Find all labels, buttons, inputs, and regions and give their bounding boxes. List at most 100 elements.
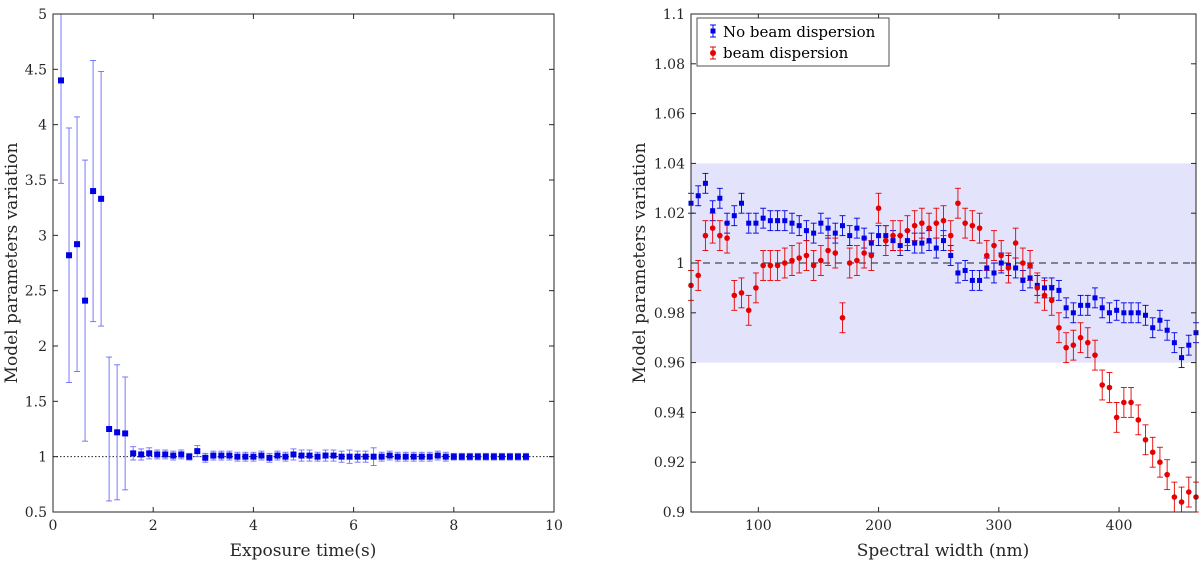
data-point-no-beam-dispersion — [1063, 305, 1069, 311]
data-point-beam-dispersion — [1020, 260, 1026, 266]
x-axis-label: Exposure time(s) — [230, 541, 377, 561]
data-point — [98, 195, 105, 202]
data-point-beam-dispersion — [745, 307, 752, 314]
data-point-no-beam-dispersion — [948, 253, 954, 259]
data-point-no-beam-dispersion — [1013, 265, 1019, 271]
data-point — [66, 252, 73, 259]
y-tick-label: 1.04 — [654, 156, 685, 172]
data-point-beam-dispersion — [882, 237, 889, 244]
data-point-beam-dispersion — [825, 247, 831, 254]
y-tick-label: 0.92 — [654, 455, 685, 471]
data-point — [82, 297, 89, 304]
data-point-no-beam-dispersion — [731, 213, 737, 219]
data-point-beam-dispersion — [962, 220, 968, 226]
data-point — [114, 429, 121, 436]
data-point-no-beam-dispersion — [753, 220, 759, 226]
data-point-no-beam-dispersion — [1042, 285, 1047, 291]
errbar-series-a — [58, 14, 65, 184]
data-point-no-beam-dispersion — [818, 220, 824, 226]
data-point-no-beam-dispersion — [1128, 310, 1134, 316]
exposure-time-chart: 0 2 4 6 8 10 0.5 1 1.5 2 2.5 3 3.5 4 4.5 5 Exposure ti… — [2, 7, 563, 561]
y-tick-label: 0.98 — [654, 306, 685, 322]
data-point-no-beam-dispersion — [702, 180, 708, 186]
data-point-beam-dispersion — [803, 252, 810, 259]
data-point-beam-dispersion — [1164, 471, 1170, 478]
data-point-no-beam-dispersion — [941, 238, 946, 244]
data-point — [394, 453, 401, 460]
data-point-beam-dispersion — [731, 292, 738, 299]
axes-box — [52, 13, 555, 513]
data-point-no-beam-dispersion — [717, 195, 723, 201]
data-point-beam-dispersion — [897, 232, 904, 239]
data-point — [466, 453, 473, 460]
y-tick-label: 1.1 — [663, 7, 685, 23]
data-point-beam-dispersion — [846, 260, 853, 266]
legend-label-beam-dispersion: beam dispersion — [723, 44, 849, 62]
data-point-beam-dispersion — [789, 257, 795, 264]
data-point-beam-dispersion — [861, 250, 867, 256]
data-point-beam-dispersion — [839, 314, 846, 321]
data-point-no-beam-dispersion — [868, 240, 874, 246]
data-point — [234, 453, 241, 460]
data-point-beam-dispersion — [1027, 262, 1033, 269]
data-point-no-beam-dispersion — [695, 193, 701, 199]
data-point-beam-dispersion — [955, 200, 961, 207]
data-point-beam-dispersion — [969, 222, 976, 229]
data-point-no-beam-dispersion — [1085, 302, 1091, 308]
data-point-beam-dispersion — [1106, 384, 1113, 391]
data-point-no-beam-dispersion — [775, 218, 781, 224]
data-point — [314, 453, 321, 460]
y-tick-label: 1.08 — [654, 57, 685, 73]
data-point-no-beam-dispersion — [710, 208, 716, 214]
data-point-no-beam-dispersion — [1092, 295, 1098, 301]
data-point-beam-dispersion — [1084, 339, 1091, 346]
data-point-beam-dispersion — [998, 252, 1005, 259]
data-point — [202, 454, 209, 461]
data-point-no-beam-dispersion — [969, 277, 975, 283]
data-point — [370, 453, 377, 460]
data-point-no-beam-dispersion — [1099, 305, 1105, 311]
data-point-no-beam-dispersion — [1179, 355, 1185, 361]
data-point — [330, 452, 337, 459]
y-tick-label: 1 — [676, 256, 685, 272]
data-point-no-beam-dispersion — [977, 277, 983, 283]
data-point-beam-dispersion — [1099, 382, 1106, 388]
data-point — [354, 453, 361, 460]
data-point-no-beam-dispersion — [1114, 307, 1120, 313]
data-point — [402, 453, 409, 460]
data-point — [210, 452, 217, 459]
data-point — [338, 453, 345, 460]
data-point — [154, 451, 161, 458]
data-point-beam-dispersion — [810, 262, 817, 269]
data-point-beam-dispersion — [724, 235, 730, 241]
data-point-no-beam-dispersion — [890, 238, 896, 244]
data-point — [474, 453, 481, 460]
data-point-beam-dispersion — [738, 290, 745, 296]
data-point-beam-dispersion — [1135, 417, 1142, 423]
data-point-beam-dispersion — [868, 252, 875, 259]
legend-marker-beam-dispersion — [710, 46, 716, 60]
legend: No beam dispersion beam dispersion — [696, 17, 890, 67]
data-point — [138, 451, 145, 458]
y-tick-label: 2 — [38, 339, 47, 355]
data-point — [386, 452, 393, 459]
data-point-no-beam-dispersion — [876, 233, 882, 239]
y-axis-label: Model parameters variation — [2, 142, 22, 383]
data-point-no-beam-dispersion — [919, 240, 925, 246]
data-point-no-beam-dispersion — [811, 230, 817, 236]
data-point-no-beam-dispersion — [1150, 325, 1156, 331]
data-point-no-beam-dispersion — [724, 220, 730, 226]
data-point-no-beam-dispersion — [1135, 310, 1141, 316]
y-tick-label: 3.5 — [25, 173, 47, 189]
data-point-no-beam-dispersion — [955, 270, 961, 276]
y-tick-label: 2.5 — [25, 284, 47, 300]
data-point-no-beam-dispersion — [1020, 277, 1026, 283]
data-point-no-beam-dispersion — [1171, 340, 1177, 346]
data-point — [218, 452, 225, 459]
y-tick-label: 0.5 — [25, 505, 47, 521]
data-point-no-beam-dispersion — [803, 228, 809, 234]
data-point-no-beam-dispersion — [861, 235, 867, 241]
data-point-beam-dispersion — [1012, 240, 1019, 246]
data-point-no-beam-dispersion — [998, 260, 1004, 266]
data-point-beam-dispersion — [796, 255, 803, 261]
